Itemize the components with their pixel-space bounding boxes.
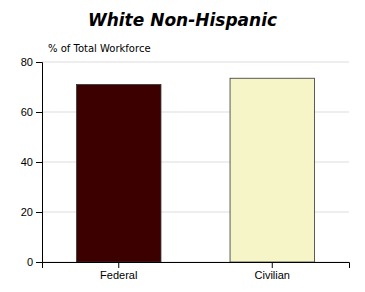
plot: 0 20 40 60 80 Federal Civilian [21,56,350,281]
y-tick: 20 [21,206,42,218]
chart: 0 20 40 60 80 Federal Civilian White Non-Hispan… [0,0,365,292]
y-axis: 0 20 40 60 80 [21,56,43,268]
grid [42,62,349,262]
grid-line [42,62,349,63]
y-tick-mark [36,112,42,113]
y-axis-title: % of Total Workforce [48,43,151,54]
y-tick-label: 0 [27,256,33,268]
y-tick: 40 [21,156,42,168]
x-tick-mark [272,262,273,268]
y-tick-label: 80 [21,56,33,68]
y-tick: 80 [21,56,42,68]
x-axis: Federal Civilian [43,262,350,281]
x-tick: Civilian [255,262,290,281]
y-tick-label: 40 [21,156,33,168]
y-axis-line [36,63,43,263]
bar [77,85,161,263]
y-tick: 60 [21,106,42,118]
y-tick-label: 20 [21,206,33,218]
bar [230,78,314,262]
y-tick-mark [36,212,42,213]
x-tick: Federal [100,262,137,281]
title: White Non-Hispanic [88,10,277,30]
bars [77,78,315,262]
x-tick-label: Federal [100,269,137,281]
y-tick-mark [36,162,42,163]
y-tick-label: 60 [21,106,33,118]
x-axis-line [43,263,350,269]
y-tick-mark [36,262,42,263]
x-tick-label: Civilian [255,269,290,281]
x-tick-mark [118,262,119,268]
y-tick: 0 [27,256,42,268]
y-tick-mark [36,62,42,63]
